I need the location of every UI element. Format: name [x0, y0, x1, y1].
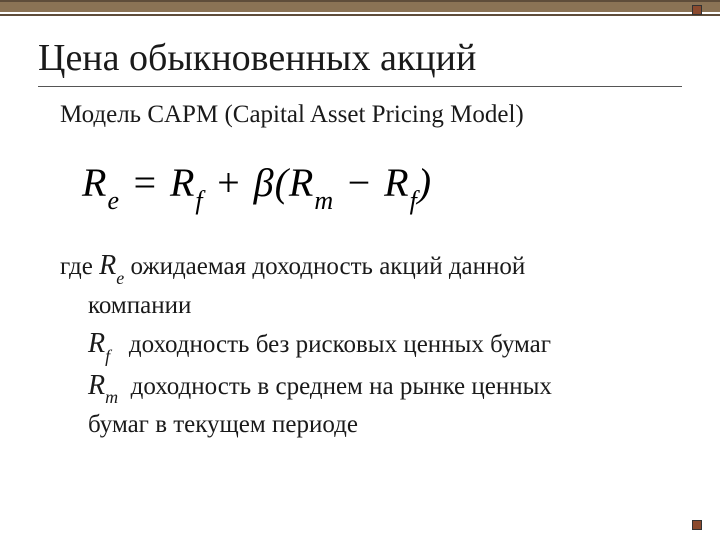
var-rm: Rm: [88, 366, 118, 408]
formula-t1-var: R: [170, 160, 195, 205]
formula-t2-sub: m: [314, 186, 334, 215]
capm-formula: Re = Rf + β(Rm − Rf): [82, 159, 682, 212]
formula-beta: β: [254, 160, 275, 205]
slide-content: Цена обыкновенных акций Модель CAPM (Cap…: [0, 18, 720, 444]
where-label: где: [60, 253, 93, 280]
def-rf-text: доходность без рисковых ценных бумаг: [129, 331, 551, 358]
formula-eq: =: [131, 160, 159, 205]
var-rf: Rf: [88, 324, 110, 366]
formula-t3-sub: f: [410, 186, 418, 215]
formula-lp: (: [275, 160, 289, 205]
formula-t2-var: R: [289, 160, 314, 205]
slide-title: Цена обыкновенных акций: [38, 36, 682, 86]
formula-lhs-var: R: [82, 160, 107, 205]
slide-subtitle: Модель CAPM (Capital Asset Pricing Model…: [60, 101, 682, 129]
def-rm-text: доходность в среднем на рынке ценных: [131, 373, 552, 400]
formula-minus: −: [345, 160, 373, 205]
definitions: где Re ожидаемая доходность акций данной…: [60, 246, 682, 444]
decorative-top-bar: [0, 0, 720, 18]
formula-plus: +: [215, 160, 243, 205]
def-rm-text2: бумаг в текущем периоде: [88, 407, 682, 443]
def-re-text: ожидаемая доходность акций данной: [130, 253, 525, 280]
var-re: Re: [99, 246, 124, 288]
formula-rp: ): [418, 160, 432, 205]
formula-t1-sub: f: [195, 186, 203, 215]
formula-t3-var: R: [384, 160, 409, 205]
title-underline: [38, 86, 682, 87]
formula-lhs-sub: e: [107, 186, 120, 215]
def-re-text2: компании: [88, 288, 682, 324]
bullet-icon: [692, 5, 702, 15]
bullet-icon: [692, 520, 702, 530]
